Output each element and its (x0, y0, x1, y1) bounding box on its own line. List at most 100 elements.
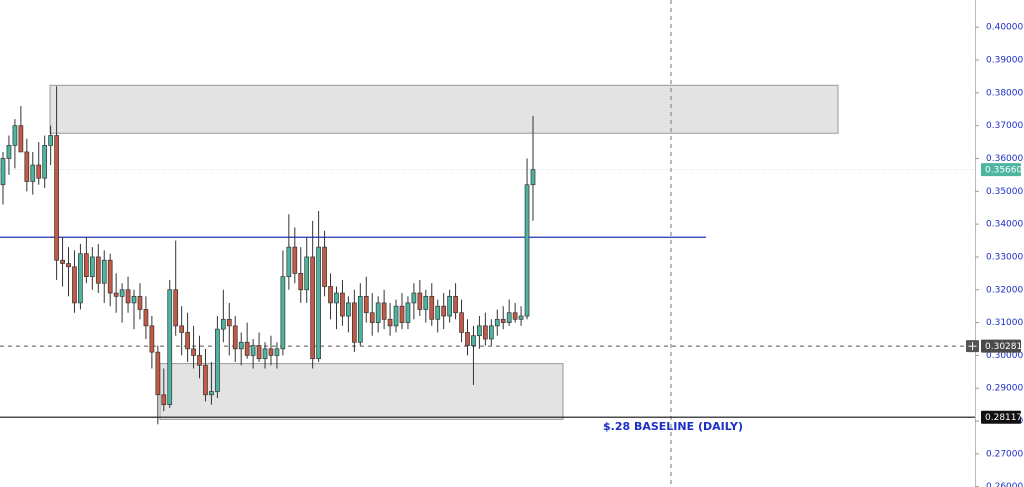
candle-body (435, 305, 441, 320)
candle-body (429, 295, 435, 320)
candle-body (72, 266, 77, 304)
price-tag (981, 339, 1021, 353)
candle-body (232, 325, 238, 350)
candle-body (30, 164, 36, 182)
candle-body (346, 302, 351, 317)
y-tick-label: 0.34000 (986, 220, 1023, 230)
candle-body (500, 318, 506, 323)
candle-body (477, 325, 482, 337)
y-tick-label: 0.31000 (986, 318, 1023, 328)
candle-body (24, 151, 30, 182)
y-tick-label: 0.38000 (986, 88, 1023, 98)
candle-body (465, 332, 470, 346)
price-tag (981, 163, 1021, 177)
candle-body (351, 302, 357, 343)
candle-body (280, 276, 286, 350)
candle-body (161, 394, 167, 405)
candle-body (89, 256, 95, 277)
candle-body (215, 328, 220, 392)
candle-body (131, 295, 137, 304)
candle-body (417, 292, 423, 310)
candle-body (197, 355, 202, 366)
candle-body (262, 348, 268, 360)
candle-body (512, 312, 518, 320)
candle-body (381, 302, 387, 320)
y-tick-label: 0.33000 (986, 252, 1023, 262)
candle-body (483, 325, 488, 340)
candle-body (375, 302, 381, 323)
candle-body (286, 246, 292, 277)
candle-body (488, 325, 494, 340)
candle-body (292, 246, 298, 274)
candle-body (387, 318, 393, 327)
zone (159, 363, 564, 420)
candle-body (0, 158, 6, 186)
candle-body (12, 125, 18, 146)
candle-body (453, 295, 458, 314)
candle-body (399, 305, 405, 323)
y-tick-label: 0.35000 (986, 187, 1023, 197)
candle-body (101, 259, 107, 284)
y-tick-label: 0.26000 (986, 482, 1023, 487)
candle-body (220, 318, 226, 330)
price-tag-label: 0.28117 (985, 413, 1022, 423)
candle-body (95, 256, 101, 284)
candle-body (209, 391, 214, 396)
candle-body (18, 125, 24, 153)
candle-body (423, 295, 429, 310)
y-tick-label: 0.37000 (986, 121, 1023, 131)
candle-body (316, 246, 321, 360)
candle-body (66, 263, 71, 268)
candle-body (506, 312, 512, 323)
candle-body (125, 289, 131, 304)
candle-body (304, 256, 310, 291)
candle-body (36, 164, 42, 179)
zone (49, 84, 839, 134)
candle-body (393, 305, 399, 327)
y-tick-label: 0.39000 (986, 56, 1023, 66)
candle-body (357, 295, 363, 343)
candle-body (78, 253, 83, 304)
candle-body (42, 145, 48, 179)
candle-body (107, 259, 113, 294)
candle-body (518, 315, 524, 320)
candle-body (226, 318, 232, 327)
price-tag-label: 0.35660 (985, 166, 1022, 176)
candle-body (185, 332, 190, 350)
candle-body (459, 312, 464, 333)
candle-body (524, 184, 530, 317)
candle-body (155, 351, 161, 396)
candle-body (340, 292, 345, 317)
candle-body (203, 364, 208, 396)
candle-body (191, 348, 196, 356)
candle-body (530, 169, 536, 186)
y-tick-label: 0.32000 (986, 285, 1023, 295)
candle-body (173, 289, 179, 327)
candle-body (334, 292, 339, 304)
y-tick-label: 0.29000 (986, 384, 1023, 394)
y-tick-label: 0.30000 (986, 351, 1023, 361)
candle-body (149, 325, 155, 353)
y-tick-label: 0.27000 (986, 449, 1023, 459)
candle-body (143, 309, 149, 327)
candle-body (244, 341, 250, 356)
candle-body (298, 273, 304, 291)
y-tick-label: 0.40000 (986, 23, 1023, 33)
annotation: $.28 BASELINE (DAILY) (603, 420, 743, 433)
candle-body (322, 246, 327, 287)
candle-body (405, 302, 411, 323)
candle-body (441, 305, 447, 317)
candle-body (84, 253, 89, 277)
candle-body (447, 295, 452, 317)
candle-body (6, 145, 12, 159)
candle-body (238, 341, 244, 350)
candle-body (54, 135, 59, 261)
price-tag-label: 0.30281 (985, 342, 1022, 352)
candle-body (494, 318, 500, 327)
candle-body (119, 289, 125, 297)
candle-body (60, 259, 65, 264)
candle-body (274, 348, 280, 356)
candle-body (471, 335, 476, 346)
candle-body (113, 292, 119, 297)
